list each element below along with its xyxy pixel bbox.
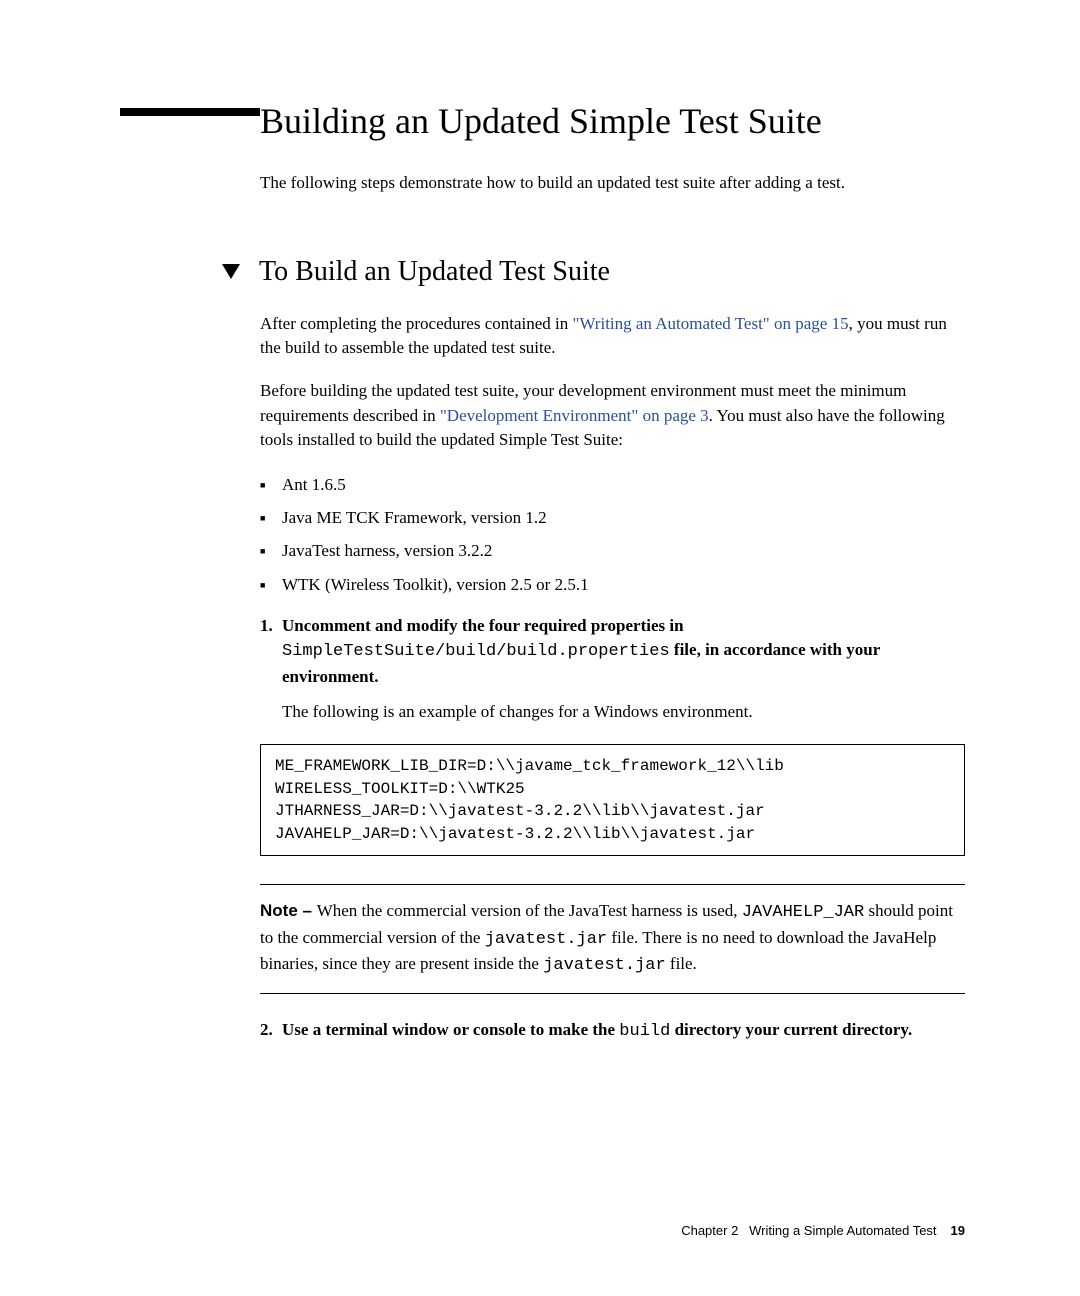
code-line: JTHARNESS_JAR=D:\\javatest-3.2.2\\lib\\j… (275, 800, 950, 822)
heading-1: Building an Updated Simple Test Suite (260, 100, 965, 143)
link-writing-automated-test[interactable]: "Writing an Automated Test" on page 15 (573, 314, 849, 333)
step1-code: SimpleTestSuite/build/build.properties (282, 642, 670, 661)
heading-2: To Build an Updated Test Suite (259, 256, 610, 288)
note-text1: When the commercial version of the JavaT… (317, 901, 742, 920)
step2-code: build (619, 1022, 670, 1041)
footer-page-number: 19 (951, 1223, 965, 1238)
code-line: JAVAHELP_JAR=D:\\javatest-3.2.2\\lib\\ja… (275, 823, 950, 845)
footer-title: Writing a Simple Automated Test (749, 1223, 936, 1238)
code-line: ME_FRAMEWORK_LIB_DIR=D:\\javame_tck_fram… (275, 755, 950, 777)
code-line: WIRELESS_TOOLKIT=D:\\WTK25 (275, 778, 950, 800)
note-code1: JAVAHELP_JAR (742, 903, 864, 922)
requirements-list: Ant 1.6.5 Java ME TCK Framework, version… (260, 471, 965, 598)
step-number: 2. (260, 1018, 282, 1045)
paragraph-2: Before building the updated test suite, … (260, 379, 965, 453)
page-content: Building an Updated Simple Test Suite Th… (0, 0, 1080, 1114)
link-development-environment[interactable]: "Development Environment" on page 3 (440, 406, 709, 425)
note-label: Note – (260, 901, 317, 920)
step-number: 1. (260, 614, 282, 690)
step-body: Use a terminal window or console to make… (282, 1018, 965, 1045)
list-item: JavaTest harness, version 3.2.2 (260, 537, 965, 564)
triangle-down-icon (222, 264, 240, 279)
note-code2: javatest.jar (485, 930, 607, 949)
step-1: 1. Uncomment and modify the four require… (260, 614, 965, 690)
step-2: 2. Use a terminal window or console to m… (260, 1018, 965, 1045)
step-1-followup: The following is an example of changes f… (282, 700, 965, 725)
list-item: Java ME TCK Framework, version 1.2 (260, 504, 965, 531)
note-code3: javatest.jar (543, 956, 665, 975)
heading-2-row: To Build an Updated Test Suite (222, 256, 965, 288)
page-footer: Chapter 2 Writing a Simple Automated Tes… (681, 1223, 965, 1238)
step2-bold1: Use a terminal window or console to make… (282, 1020, 619, 1039)
step2-bold2: directory your current directory. (670, 1020, 912, 1039)
paragraph-1: After completing the procedures containe… (260, 312, 965, 361)
step-body: Uncomment and modify the four required p… (282, 614, 965, 690)
list-item: WTK (Wireless Toolkit), version 2.5 or 2… (260, 571, 965, 598)
list-item: Ant 1.6.5 (260, 471, 965, 498)
note-block: Note – When the commercial version of th… (260, 884, 965, 994)
code-block: ME_FRAMEWORK_LIB_DIR=D:\\javame_tck_fram… (260, 744, 965, 856)
intro-paragraph: The following steps demonstrate how to b… (260, 171, 965, 196)
note-text4: file. (666, 954, 697, 973)
section-rule (120, 108, 260, 116)
footer-chapter: Chapter 2 (681, 1223, 738, 1238)
para1-text1: After completing the procedures containe… (260, 314, 573, 333)
step1-bold1: Uncomment and modify the four required p… (282, 616, 684, 635)
